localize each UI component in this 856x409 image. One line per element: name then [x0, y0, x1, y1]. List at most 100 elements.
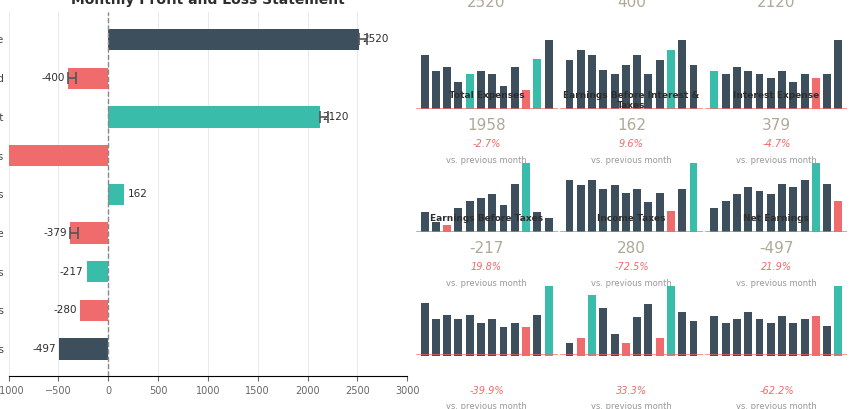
Text: 21.9%: 21.9% [761, 263, 792, 272]
Bar [645, 304, 652, 355]
Text: Earnings Before Interest &
Taxes: Earnings Before Interest & Taxes [563, 91, 699, 110]
Bar [610, 334, 619, 355]
Bar [656, 338, 663, 355]
Bar [577, 185, 585, 232]
Bar [477, 198, 484, 232]
Bar [443, 315, 451, 355]
Bar [0, 145, 108, 166]
Bar [443, 225, 451, 232]
Bar [690, 163, 698, 232]
Bar [566, 60, 574, 109]
Text: 2520: 2520 [362, 34, 389, 45]
Bar [656, 193, 663, 232]
Bar [500, 204, 508, 232]
Bar [823, 74, 831, 109]
Text: -4.7%: -4.7% [762, 139, 791, 149]
Bar [588, 180, 596, 232]
Text: vs. previous month: vs. previous month [446, 155, 527, 164]
Text: 400: 400 [617, 0, 646, 10]
Bar [522, 90, 530, 109]
Text: 379: 379 [762, 118, 791, 133]
Bar [789, 323, 797, 355]
Bar [778, 71, 786, 109]
Bar [610, 74, 619, 109]
Title: Monthly Profit and Loss Statement: Monthly Profit and Loss Statement [71, 0, 345, 7]
Bar [488, 194, 496, 232]
Bar [599, 189, 607, 232]
Bar [812, 316, 820, 355]
Text: Interest Expense: Interest Expense [734, 91, 819, 100]
Bar [432, 222, 440, 232]
Bar [108, 106, 319, 128]
Text: 9.6%: 9.6% [619, 139, 644, 149]
Text: Earnings Before Taxes: Earnings Before Taxes [430, 214, 544, 223]
Bar [756, 319, 764, 355]
Bar [645, 202, 652, 232]
Text: 2120: 2120 [758, 0, 796, 10]
Bar [477, 71, 484, 109]
Bar [756, 191, 764, 232]
Bar [68, 67, 108, 89]
Bar [678, 312, 687, 355]
Bar [678, 40, 687, 109]
Bar [544, 40, 552, 109]
Bar [835, 201, 842, 232]
Bar [710, 71, 718, 109]
Text: 1958: 1958 [467, 118, 506, 133]
Bar [835, 286, 842, 355]
Bar [767, 323, 775, 355]
Bar [812, 163, 820, 232]
Bar [522, 327, 530, 355]
Text: Net Earnings: Net Earnings [744, 214, 809, 223]
Bar [420, 303, 429, 355]
Bar [778, 184, 786, 232]
Bar [80, 300, 108, 321]
Bar [690, 65, 698, 109]
Bar [108, 29, 360, 50]
Bar [733, 67, 741, 109]
Bar [767, 78, 775, 109]
Bar [566, 180, 574, 232]
Bar [744, 71, 752, 109]
Bar [744, 187, 752, 232]
Bar [633, 55, 641, 109]
Text: 162: 162 [617, 118, 646, 133]
Bar [656, 60, 663, 109]
Bar [577, 50, 585, 109]
Bar [500, 86, 508, 109]
Text: -400: -400 [42, 73, 65, 83]
Bar [633, 317, 641, 355]
Bar [800, 180, 809, 232]
Bar [710, 316, 718, 355]
Bar [767, 194, 775, 232]
Bar [744, 312, 752, 355]
Text: vs. previous month: vs. previous month [591, 402, 672, 409]
Text: -217: -217 [60, 267, 84, 276]
Text: vs. previous month: vs. previous month [736, 279, 817, 288]
Bar [511, 67, 519, 109]
Text: -39.9%: -39.9% [469, 386, 504, 396]
Bar [432, 319, 440, 355]
Bar [678, 189, 687, 232]
Bar [522, 163, 530, 232]
Bar [667, 50, 675, 109]
Text: vs. previous month: vs. previous month [736, 155, 817, 164]
Bar [733, 319, 741, 355]
Bar [455, 208, 462, 232]
Bar [667, 211, 675, 232]
Bar [544, 286, 552, 355]
Bar [544, 218, 552, 232]
Bar [633, 189, 641, 232]
Bar [690, 321, 698, 355]
Bar [86, 261, 108, 282]
Text: -62.2%: -62.2% [759, 386, 794, 396]
Bar [733, 194, 741, 232]
Text: -379: -379 [44, 228, 68, 238]
Bar [477, 323, 484, 355]
Text: vs. previous month: vs. previous month [446, 402, 527, 409]
Bar [622, 343, 630, 355]
Text: vs. previous month: vs. previous month [736, 402, 817, 409]
Bar [722, 74, 729, 109]
Bar [432, 71, 440, 109]
Bar [823, 184, 831, 232]
